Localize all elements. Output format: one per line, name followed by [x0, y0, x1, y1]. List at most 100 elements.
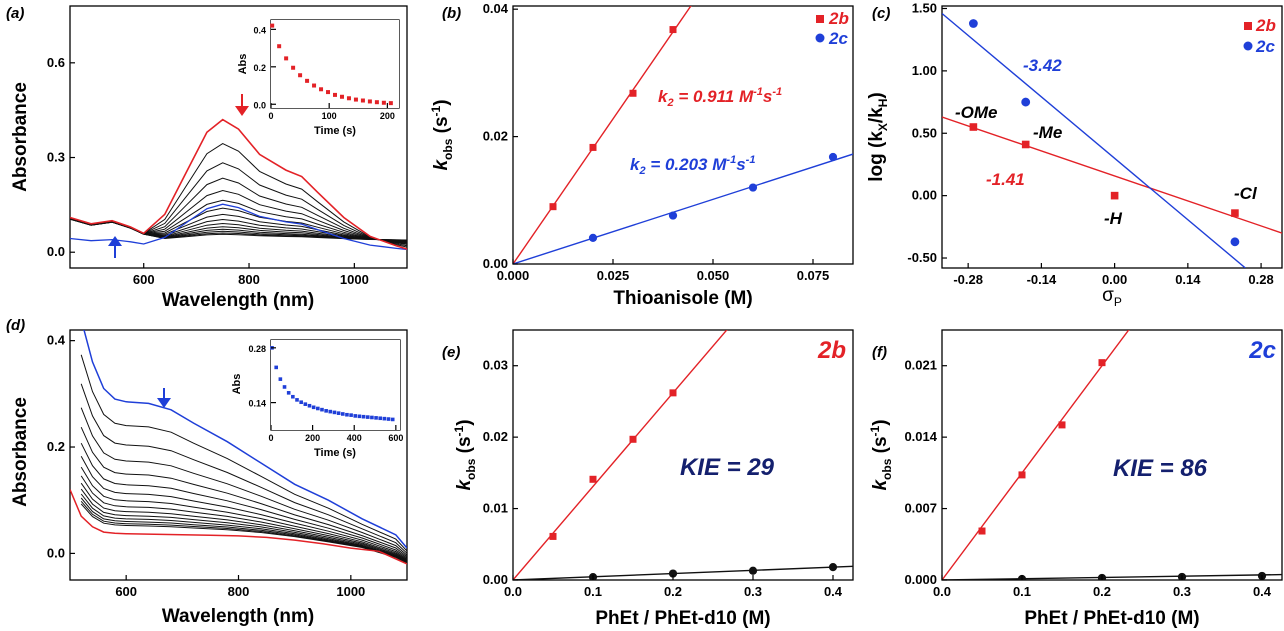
- panel-b-ytick-label: 0.02: [483, 129, 508, 144]
- panel-e-complex-label: 2b: [817, 337, 846, 364]
- panel-e-ytick-label: 0.01: [483, 501, 508, 516]
- panel-f-kie: KIE = 86: [1113, 455, 1208, 482]
- panel-b-annotation-blue: k2 = 0.203 M-1s-1: [630, 154, 755, 177]
- panel-a-ylabel: Absorbance: [10, 82, 31, 192]
- panel-a-inset-point: [374, 100, 379, 105]
- panel-b-legend: 2b 2c: [815, 9, 849, 48]
- panel-d-inset-point: [357, 414, 362, 419]
- panel-e-ylabel-sub: obs: [464, 458, 478, 480]
- panel-f-frame: [941, 329, 1283, 581]
- panel-d-inset-point: [291, 394, 295, 399]
- panel-d-inset-point: [374, 416, 378, 420]
- panel-d-inset-xtick-label: 600: [388, 433, 403, 443]
- panel-e-ylabel: kobs (s-1): [452, 419, 478, 490]
- panel-e-red-point: [629, 435, 637, 443]
- panel-d-inset-ylabel: Abs: [231, 374, 243, 395]
- panel-b-fit-line: [513, 153, 853, 264]
- panel-c-ylabel-sub2: H: [876, 99, 890, 108]
- panel-c-2c-point: [968, 19, 978, 28]
- panel-d-inset-point: [336, 411, 341, 415]
- panel-b-2c-point: [588, 233, 598, 242]
- panel-e-kie: KIE = 29: [680, 454, 775, 481]
- panel-f-xtick-label: 0.1: [1013, 584, 1031, 599]
- panel-d-inset-xlabel: Time (s): [314, 447, 356, 459]
- panel-d-label: (d): [6, 317, 25, 334]
- panel-d-decay-spectrum: [80, 475, 407, 562]
- panel-f-ylabel: kobs (s-1): [868, 419, 894, 490]
- panel-f-red-point: [978, 527, 986, 535]
- panel-d-decay-spectrum: [80, 503, 407, 564]
- panel-a-xtick-label: 1000: [340, 272, 369, 287]
- panel-e-xtick-label: 0.2: [664, 584, 682, 599]
- panel-d-inset-point: [332, 410, 337, 415]
- panel-d-inset-ytick-label: 0.28: [248, 344, 266, 354]
- panel-d-inset-point: [390, 417, 395, 422]
- panel-f-xtick-label: 0.4: [1253, 584, 1272, 599]
- panel-d-inset-point: [349, 413, 353, 417]
- panel-c-ylabel-pre: log (k: [866, 131, 887, 182]
- panel-e-fit-line: [513, 565, 853, 580]
- panel-f-fit-line: [942, 573, 1282, 580]
- panel-f-ticks: 0.0 0.1 0.2 0.3 0.4 0.000 0.007 0.014 0.021: [904, 358, 1271, 599]
- panel-f-ytick-label: 0.014: [904, 429, 937, 444]
- panel-c-xtick-label: -0.28: [953, 272, 983, 287]
- panel-a-xlabel: Wavelength (nm): [162, 290, 314, 311]
- panel-c-2b-point: [969, 123, 978, 131]
- panel-e-xtick-label: 0.1: [584, 584, 602, 599]
- panel-f-red-point: [1018, 471, 1026, 479]
- panel-d-decay-spectrum: [80, 456, 407, 560]
- panel-d-decay-spectrum: [80, 482, 407, 562]
- panel-a-final-spectrum: [70, 203, 407, 251]
- panel-f-red-point: [1058, 421, 1066, 429]
- panel-b-xlabel: Thioanisole (M): [613, 288, 752, 309]
- panel-d-inset-point: [299, 400, 303, 405]
- panel-a-inset-plot: [270, 20, 399, 108]
- panel-d-ytick-label: 0.4: [47, 333, 66, 348]
- panel-c-fit-line: [942, 116, 1282, 234]
- panel-d-decay-spectrum: [80, 493, 407, 563]
- panel-e-xtick-label: 0.0: [504, 584, 522, 599]
- panel-b-xtick-label: 0.025: [597, 268, 630, 283]
- panel-d-inset-point: [316, 406, 320, 411]
- panel-b-legend-2c: 2c: [828, 29, 848, 48]
- panel-a-inset-point: [388, 101, 393, 106]
- panel-d-down-arrow-head: [157, 398, 171, 408]
- panel-e-red-point: [589, 475, 597, 483]
- panel-b-2c-point: [828, 152, 838, 162]
- panel-b-ann-red-sub: 2: [666, 97, 673, 109]
- panel-d-inset-point: [274, 365, 279, 370]
- panel-b-plot: [513, 6, 853, 264]
- panel-e-red-point: [549, 532, 557, 540]
- panel-d-inset-point: [365, 415, 370, 419]
- panel-d-inset-point: [286, 391, 291, 395]
- panel-e-xtick-label: 0.3: [744, 584, 762, 599]
- panel-b-fit-line: [513, 6, 692, 264]
- panel-e-xlabel: PhEt / PhEt-d10 (M): [595, 608, 770, 629]
- panel-e-red-point: [669, 389, 677, 397]
- panel-d-xtick-label: 800: [228, 584, 250, 599]
- panel-a-inset-point: [326, 90, 331, 95]
- panel-d-inset-point: [353, 414, 358, 418]
- panel-e-ytick-label: 0.00: [483, 572, 508, 587]
- panel-a-inset-point: [270, 23, 275, 28]
- panel-d-ytick-label: 0.2: [47, 439, 65, 454]
- panel-b-xtick-label: 0.075: [797, 268, 830, 283]
- panel-d-decay-spectrum: [80, 407, 407, 556]
- panel-c-ylabel-mid: /k: [866, 107, 887, 123]
- panel-b-ann-red-sup2: -1: [772, 86, 782, 98]
- panel-e-ylabel-unit: (s: [454, 436, 475, 458]
- panel-a-ytick-label: 0.3: [47, 150, 65, 165]
- panel-b-ann-red-mid2: s: [763, 87, 772, 106]
- panel-d-inset-ytick-label: 0.14: [248, 399, 266, 409]
- panel-d-inset-point: [295, 398, 299, 402]
- panel-a-inset-point: [339, 94, 344, 99]
- panel-d-inset-point: [382, 416, 387, 421]
- panel-b-ann-blue-mid2: s: [736, 155, 745, 174]
- panel-d-plot: [70, 330, 407, 565]
- panel-c-plot: [942, 12, 1282, 268]
- panel-c-label-me: -Me: [1033, 123, 1062, 142]
- panel-d-initial-spectrum: [83, 330, 407, 549]
- panel-c-xtick-label: 0.28: [1248, 272, 1273, 287]
- panel-e-black-point: [668, 569, 678, 578]
